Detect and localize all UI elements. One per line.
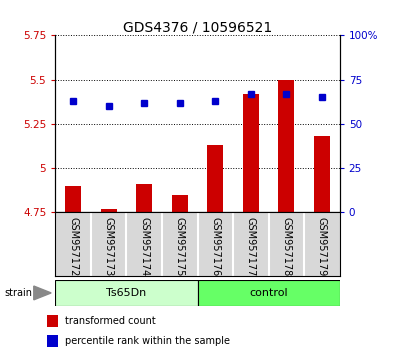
Polygon shape [34, 286, 51, 300]
Bar [136, 184, 152, 212]
Text: GSM957178: GSM957178 [281, 217, 292, 277]
Bar [172, 195, 188, 212]
Text: GSM957179: GSM957179 [317, 217, 327, 277]
Text: GSM957176: GSM957176 [210, 217, 220, 277]
Bar [47, 335, 58, 347]
Bar [278, 80, 294, 212]
Text: Ts65Dn: Ts65Dn [106, 288, 147, 298]
Bar [47, 315, 58, 327]
Bar [314, 136, 330, 212]
Text: strain: strain [4, 288, 32, 298]
Bar [198, 280, 340, 306]
Text: GSM957172: GSM957172 [68, 217, 78, 277]
Bar [65, 186, 81, 212]
Text: percentile rank within the sample: percentile rank within the sample [66, 336, 230, 346]
Text: transformed count: transformed count [66, 316, 156, 326]
Bar [55, 280, 198, 306]
Bar [101, 209, 117, 212]
Text: control: control [249, 288, 288, 298]
Text: GSM957177: GSM957177 [246, 217, 256, 277]
Text: GSM957175: GSM957175 [175, 217, 185, 277]
Text: GSM957174: GSM957174 [139, 217, 149, 277]
Bar [243, 94, 259, 212]
Title: GDS4376 / 10596521: GDS4376 / 10596521 [123, 20, 272, 34]
Text: GSM957173: GSM957173 [103, 217, 114, 277]
Bar [207, 145, 223, 212]
